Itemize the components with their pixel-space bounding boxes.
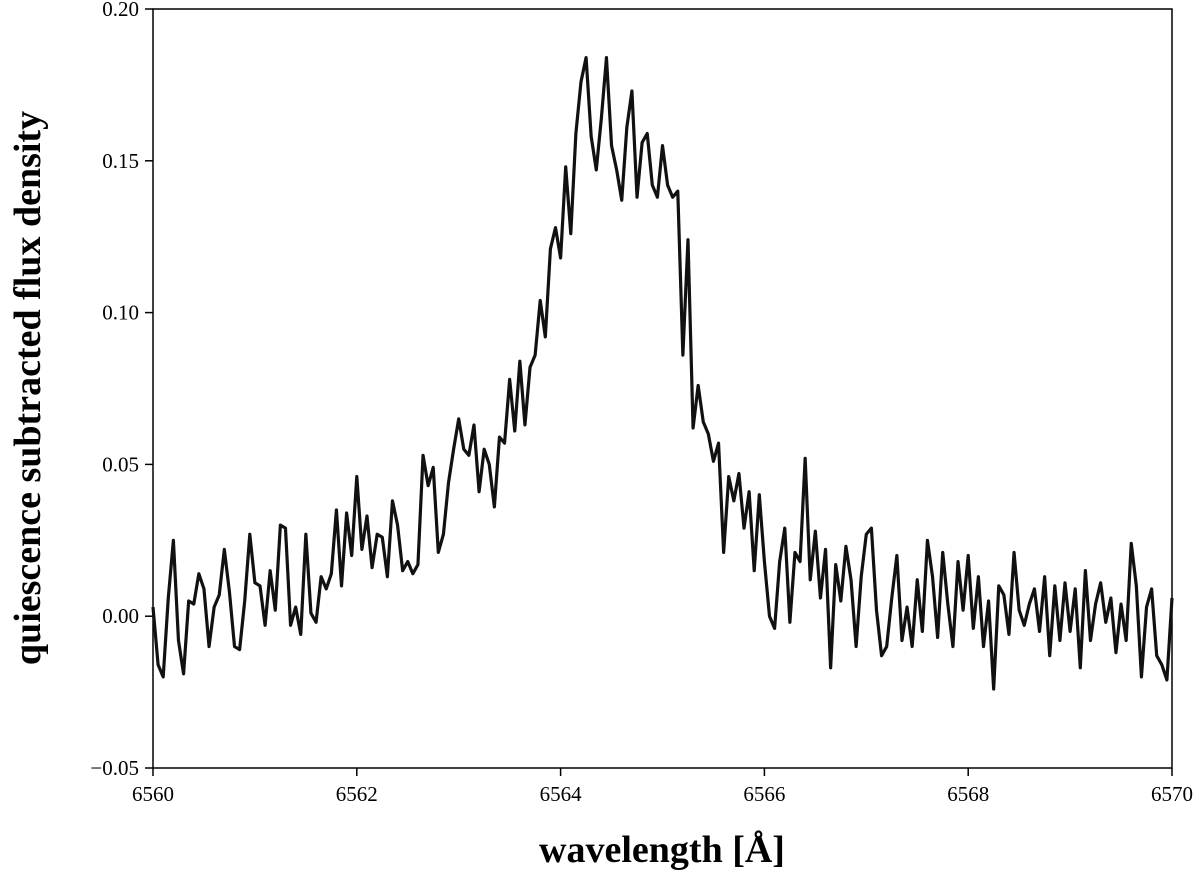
- y-tick-label: 0.05: [102, 452, 139, 476]
- x-tick-label: 6562: [336, 782, 378, 806]
- y-tick-label: −0.05: [90, 756, 139, 780]
- y-tick-label: 0.00: [102, 604, 139, 628]
- x-tick-label: 6568: [947, 782, 989, 806]
- x-tick-label: 6566: [743, 782, 785, 806]
- y-tick-label: 0.20: [102, 0, 139, 21]
- x-tick-label: 6560: [132, 782, 174, 806]
- x-tick-label: 6564: [540, 782, 583, 806]
- y-axis-label: quiescence subtracted flux density: [7, 111, 49, 665]
- y-tick-label: 0.15: [102, 149, 139, 173]
- plot-frame: [152, 8, 1173, 769]
- x-axis-label: wavelength [Å]: [539, 829, 785, 871]
- data-line: [151, 55, 1174, 691]
- y-tick-label: 0.10: [102, 301, 139, 325]
- x-tick-label: 6570: [1151, 782, 1193, 806]
